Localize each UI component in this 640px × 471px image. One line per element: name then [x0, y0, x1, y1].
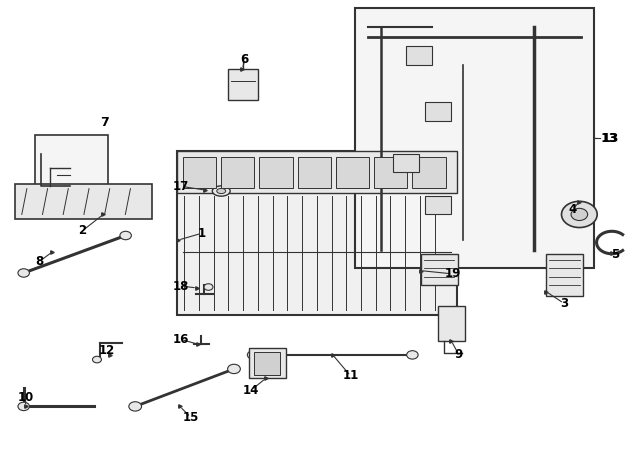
- Text: 18: 18: [173, 280, 189, 292]
- Circle shape: [406, 351, 418, 359]
- Text: 13: 13: [602, 132, 619, 145]
- Bar: [355, 8, 594, 268]
- Bar: [438, 306, 465, 341]
- Text: 7: 7: [100, 116, 109, 129]
- Bar: [15, 184, 152, 219]
- Bar: [177, 151, 457, 194]
- Bar: [35, 135, 108, 198]
- Bar: [406, 46, 431, 65]
- Ellipse shape: [217, 188, 226, 194]
- Bar: [248, 348, 285, 378]
- Bar: [425, 196, 451, 214]
- Text: 3: 3: [560, 297, 568, 310]
- Text: 10: 10: [17, 390, 34, 404]
- Circle shape: [93, 356, 101, 363]
- Text: 1: 1: [198, 227, 206, 240]
- Text: 9: 9: [455, 349, 463, 361]
- Text: 17: 17: [173, 180, 189, 193]
- Bar: [425, 102, 451, 121]
- Text: 16: 16: [173, 333, 189, 346]
- Bar: [298, 157, 331, 188]
- Bar: [183, 157, 216, 188]
- Circle shape: [129, 402, 141, 411]
- Bar: [374, 157, 407, 188]
- Bar: [228, 69, 258, 100]
- Text: 12: 12: [99, 344, 115, 357]
- Bar: [253, 352, 280, 374]
- Bar: [259, 157, 292, 188]
- Circle shape: [204, 284, 213, 290]
- Circle shape: [571, 208, 588, 220]
- Text: 19: 19: [444, 268, 461, 280]
- Bar: [412, 157, 445, 188]
- Bar: [394, 154, 419, 172]
- Text: 4: 4: [568, 203, 577, 216]
- Circle shape: [18, 269, 29, 277]
- Text: 14: 14: [243, 383, 259, 397]
- Circle shape: [18, 402, 29, 411]
- Text: 15: 15: [182, 411, 199, 424]
- Text: 6: 6: [241, 53, 249, 66]
- Bar: [221, 157, 254, 188]
- Circle shape: [228, 364, 241, 374]
- Circle shape: [247, 351, 259, 359]
- Text: 13: 13: [600, 132, 618, 145]
- Text: 2: 2: [78, 224, 86, 237]
- Text: 8: 8: [35, 255, 44, 268]
- Circle shape: [561, 201, 597, 227]
- Bar: [336, 157, 369, 188]
- Text: 11: 11: [342, 369, 358, 382]
- Bar: [177, 151, 457, 315]
- Text: 5: 5: [611, 248, 619, 261]
- Ellipse shape: [212, 186, 230, 196]
- Circle shape: [120, 231, 131, 240]
- Bar: [546, 254, 583, 296]
- Bar: [420, 254, 458, 284]
